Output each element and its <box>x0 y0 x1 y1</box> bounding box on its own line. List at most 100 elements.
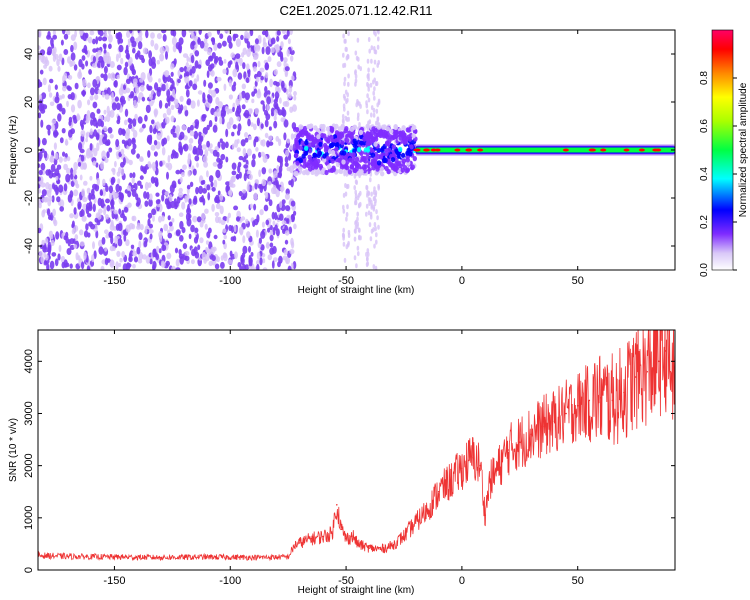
spectrogram-noise-cell <box>117 222 123 232</box>
snr-data-point <box>336 504 338 506</box>
spectrogram-noise-cell <box>96 177 101 186</box>
spectrogram-noise-cell <box>82 196 88 203</box>
spectrogram-noise-cell <box>124 108 129 117</box>
spectrogram-noise-cell <box>248 261 253 267</box>
spectrogram-noise-cell <box>210 37 215 43</box>
spectrogram-band-cell <box>383 157 388 164</box>
spectrogram-noise-cell <box>212 246 217 252</box>
spectrogram-noise-cell <box>197 64 202 69</box>
spectrogram-noise-cell <box>244 132 249 138</box>
spectrogram-noise-cell <box>101 150 106 159</box>
spectrogram-noise-cell <box>142 254 147 260</box>
spectrogram-streak-cell <box>343 257 347 263</box>
spectrogram-noise-cell <box>65 138 68 146</box>
spectrogram-noise-cell <box>265 113 271 121</box>
spectrogram-band-cell <box>330 158 335 164</box>
spectrogram-noise-cell <box>283 132 287 141</box>
spectrogram-noise-cell <box>85 60 89 67</box>
spectrogram-noise-cell <box>149 124 153 134</box>
spectrogram-noise-cell <box>273 109 278 116</box>
spectrogram-band-cell <box>318 141 323 147</box>
spectrogram-noise-cell <box>148 93 153 100</box>
spectrogram-noise-cell <box>93 147 98 157</box>
spectrogram-noise-cell <box>128 159 133 166</box>
spectrogram-band-cell <box>341 159 346 165</box>
spectrogram-band-cell <box>391 144 397 150</box>
spectrogram-noise-cell <box>61 128 66 134</box>
spectrogram-noise-cell <box>95 36 99 45</box>
spectrogram-noise-cell <box>249 30 254 37</box>
snr-data-point <box>368 547 371 549</box>
spectrogram-noise-cell <box>221 117 225 125</box>
spectrogram-noise-cell <box>158 215 162 223</box>
colorbar: 0.0 0.2 0.4 0.6 0.8 Normalized spectral ampl… <box>699 29 749 277</box>
x-tick-label: -100 <box>219 275 241 287</box>
spectrogram-band-cell <box>387 138 392 144</box>
spectrogram-band-cell <box>344 137 350 144</box>
spectrogram-noise-cell <box>210 70 215 77</box>
spectrogram-noise-cell <box>156 245 160 253</box>
spectrogram-noise-cell <box>271 260 275 269</box>
spectrogram-streak-cell <box>354 69 357 75</box>
snr-data-point <box>113 556 116 558</box>
spectrogram-noise-cell <box>194 60 199 69</box>
spectrogram-streak-cell <box>342 52 345 58</box>
spectrogram-noise-cell <box>73 189 79 197</box>
spectrogram-noise-cell <box>159 160 163 167</box>
spectrogram-noise-cell <box>200 212 206 220</box>
spectrogram-streak-cell <box>342 241 346 247</box>
spectrogram-noise-cell <box>74 234 79 241</box>
spectrogram-noise-cell <box>210 63 215 69</box>
spectrogram-noise-cell <box>141 96 146 102</box>
spectrogram-noise-cell <box>195 186 199 195</box>
spectrogram-noise-cell <box>202 126 208 135</box>
spectrogram-noise-cell <box>273 68 278 76</box>
spectrogram-noise-cell <box>246 41 251 49</box>
spectrogram-noise-cell <box>90 87 95 96</box>
spectrogram-noise-cell <box>245 218 249 224</box>
spectrogram-noise-cell <box>241 52 245 58</box>
spectrogram-noise-cell <box>214 196 219 203</box>
spectrogram-band-cell <box>343 170 348 176</box>
spectrogram-streak-cell <box>355 180 359 185</box>
spectrogram-noise-cell <box>240 34 244 41</box>
spectrogram-noise-cell <box>165 116 170 125</box>
spectrogram-noise-cell <box>92 48 97 53</box>
spectrogram-streak-cell <box>356 195 360 201</box>
spectrogram-noise-cell <box>137 35 143 42</box>
spectrogram-noise-cell <box>190 224 196 233</box>
spectrogram-noise-cell <box>107 30 111 36</box>
spectrogram-noise-cell <box>67 194 73 203</box>
spectrogram-streak-cell <box>367 197 371 202</box>
spectrogram-streak-cell <box>372 107 376 113</box>
spectrogram-noise-cell <box>119 257 123 263</box>
spectrogram-noise-cell <box>83 230 89 238</box>
snr-data-point <box>634 376 637 378</box>
spectrogram-band-cell <box>316 169 321 175</box>
spectrogram-band-cell <box>323 147 329 153</box>
spectrogram-band-cell <box>378 154 384 160</box>
spectrogram-noise-cell <box>83 44 88 54</box>
spectrogram-noise-cell <box>279 185 285 192</box>
spectrogram-noise-cell <box>170 104 175 110</box>
spectrogram-noise-cell <box>218 59 224 66</box>
spectrogram-peak-cell <box>454 148 461 152</box>
spectrogram-noise-cell <box>70 60 76 67</box>
spectrogram-noise-cell <box>253 203 257 211</box>
spectrogram-noise-cell <box>46 208 51 217</box>
spectrogram-noise-cell <box>224 105 229 112</box>
colorbar-tick-label: 0.6 <box>699 119 710 133</box>
spectrogram-noise-cell <box>213 111 218 117</box>
spectrogram-streak-cell <box>366 109 369 115</box>
spectrogram-noise-cell <box>262 258 266 264</box>
spectrogram-noise-cell <box>262 154 268 163</box>
spectrogram-noise-cell <box>44 237 49 244</box>
spectrogram-noise-cell <box>222 228 227 233</box>
spectrogram-band-cell <box>394 165 399 171</box>
spectrogram-noise-cell <box>131 215 135 221</box>
spectrogram-streak-cell <box>359 190 362 196</box>
spectrogram-noise-cell <box>63 33 69 40</box>
spectrogram-noise-cell <box>212 161 218 167</box>
spectrogram-noise-cell <box>219 193 224 202</box>
